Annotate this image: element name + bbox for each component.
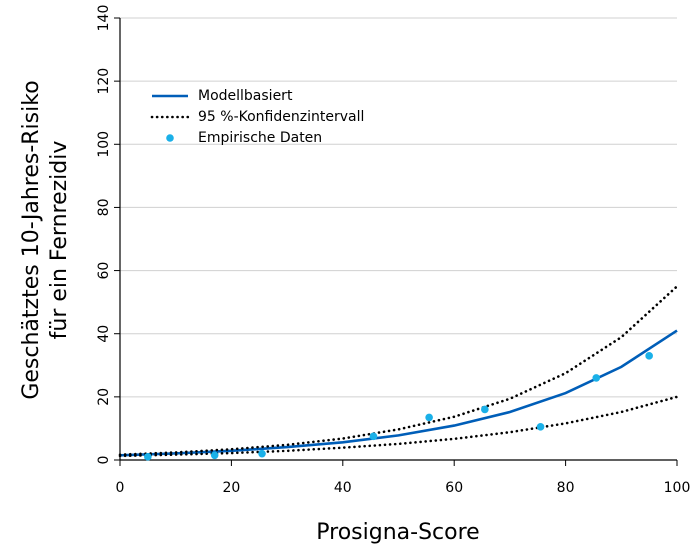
model-line	[119, 329, 678, 457]
y-axis-title: für ein Fernrezidiv	[47, 141, 72, 340]
data-point	[645, 352, 653, 360]
y-tick-label: 40	[96, 325, 112, 343]
x-tick-label: 20	[222, 480, 240, 496]
data-point	[210, 451, 219, 460]
y-tick-label: 60	[96, 262, 112, 280]
data-point	[425, 413, 433, 422]
y-tick-label: 80	[96, 199, 112, 217]
legend-marker	[166, 134, 174, 142]
y-tick-label: 20	[96, 388, 112, 406]
legend-label: Empirische Daten	[198, 130, 322, 146]
data-point	[144, 453, 152, 461]
x-tick-label: 100	[664, 480, 691, 496]
legend-label: Modellbasiert	[198, 88, 293, 104]
ci-upper-line	[118, 285, 679, 456]
data-point	[536, 423, 545, 431]
data-point	[592, 374, 601, 382]
data-point	[369, 432, 378, 441]
data-point	[481, 405, 489, 414]
ci-lower-line	[118, 395, 679, 458]
y-axis-title: Geschätztes 10-Jahres-Risiko	[19, 80, 44, 399]
y-tick-label: 0	[96, 456, 112, 465]
x-tick-label: 80	[557, 480, 575, 496]
x-tick-label: 0	[116, 480, 125, 496]
y-tick-label: 100	[96, 131, 112, 158]
legend-label: 95 %-Konfidenzintervall	[198, 109, 364, 125]
x-tick-label: 60	[445, 480, 463, 496]
x-axis-title: Prosigna-Score	[316, 520, 479, 545]
x-tick-label: 40	[334, 480, 352, 496]
y-tick-label: 120	[96, 68, 112, 95]
y-tick-label: 140	[96, 5, 112, 32]
data-point	[258, 449, 266, 458]
